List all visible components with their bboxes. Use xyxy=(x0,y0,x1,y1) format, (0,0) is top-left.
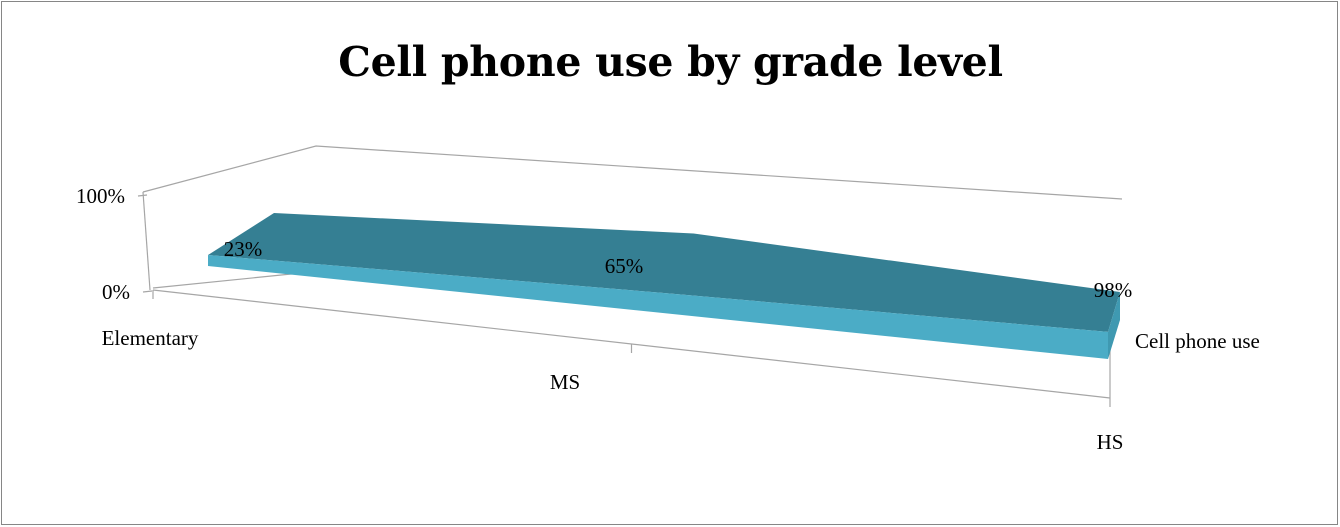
area-top-face xyxy=(208,213,1120,332)
area-end-cap xyxy=(1108,291,1120,359)
data-label: 23% xyxy=(224,237,263,261)
area-front-face xyxy=(208,255,1108,359)
x-tick-label: HS xyxy=(1097,430,1124,454)
back-wall-top-edge xyxy=(142,145,1123,200)
axes: 0% 100% Elementary MS HS Cell phone use xyxy=(76,145,1260,454)
y-axis-line xyxy=(142,191,151,291)
series-cell-phone-use xyxy=(208,213,1120,359)
y-tick-label: 0% xyxy=(102,280,130,304)
data-label: 65% xyxy=(605,254,644,278)
x-tick-label: Elementary xyxy=(102,326,199,350)
chart-title: Cell phone use by grade level xyxy=(338,38,1003,86)
y-tick-mark xyxy=(137,194,148,197)
labels: 23% 65% 98% xyxy=(224,237,1133,302)
y-tick-mark xyxy=(142,290,153,293)
series-axis-label: Cell phone use xyxy=(1135,329,1260,353)
x-tick-label: MS xyxy=(550,370,580,394)
data-label: 98% xyxy=(1094,278,1133,302)
y-tick-label: 100% xyxy=(76,184,125,208)
